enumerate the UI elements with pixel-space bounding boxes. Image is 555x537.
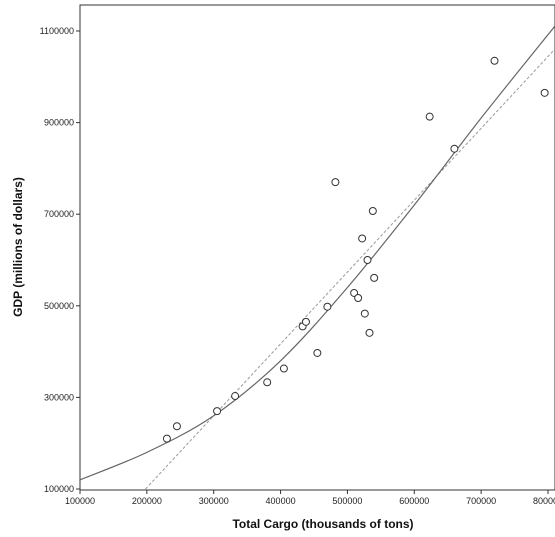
y-tick-label: 1100000 (40, 26, 74, 36)
data-point (162, 434, 171, 443)
data-point (450, 144, 459, 153)
linear-fit-path (145, 48, 555, 490)
x-tick-label: 700000 (466, 496, 496, 506)
y-tick-label: 700000 (44, 209, 74, 219)
data-point (263, 378, 272, 387)
x-tick-label: 600000 (399, 496, 429, 506)
data-point (172, 422, 181, 431)
x-tick-label: 400000 (266, 496, 296, 506)
x-tick-label: 300000 (199, 496, 229, 506)
data-point (425, 112, 434, 121)
x-tick-label: 800000 (533, 496, 555, 506)
y-tick-label: 300000 (44, 392, 74, 402)
data-point (301, 317, 310, 326)
curve-fit-line (80, 26, 555, 481)
data-points (162, 56, 549, 443)
y-tick-label: 100000 (44, 484, 74, 494)
data-point (354, 294, 363, 303)
y-tick-label: 900000 (44, 118, 74, 128)
x-tick-label: 200000 (132, 496, 162, 506)
data-point (323, 302, 332, 311)
x-axis-title: Total Cargo (thousands of tons) (232, 517, 413, 531)
x-tick-label: 100000 (65, 496, 95, 506)
data-point (365, 328, 374, 337)
data-point (358, 234, 367, 243)
data-point (360, 309, 369, 318)
x-tick-label: 500000 (332, 496, 362, 506)
data-point (331, 178, 340, 187)
data-point (213, 407, 222, 416)
y-tick-label: 500000 (44, 301, 74, 311)
data-point (368, 206, 377, 215)
y-axis-title: GDP (millions of dollars) (11, 177, 25, 317)
x-axis-ticks: 100000 200000 300000 400000 500000 600000 7000… (65, 490, 555, 506)
data-point (370, 273, 379, 282)
y-axis-ticks: 100000 300000 500000 700000 900000 1100000 (40, 26, 80, 494)
plot-frame (79, 4, 555, 491)
curve-fit-path (80, 26, 555, 481)
data-point (490, 56, 499, 65)
data-point (231, 392, 240, 401)
data-point (279, 364, 288, 373)
linear-fit-line (145, 48, 555, 490)
data-point (313, 348, 322, 357)
data-point (540, 88, 549, 97)
data-point (363, 256, 372, 264)
